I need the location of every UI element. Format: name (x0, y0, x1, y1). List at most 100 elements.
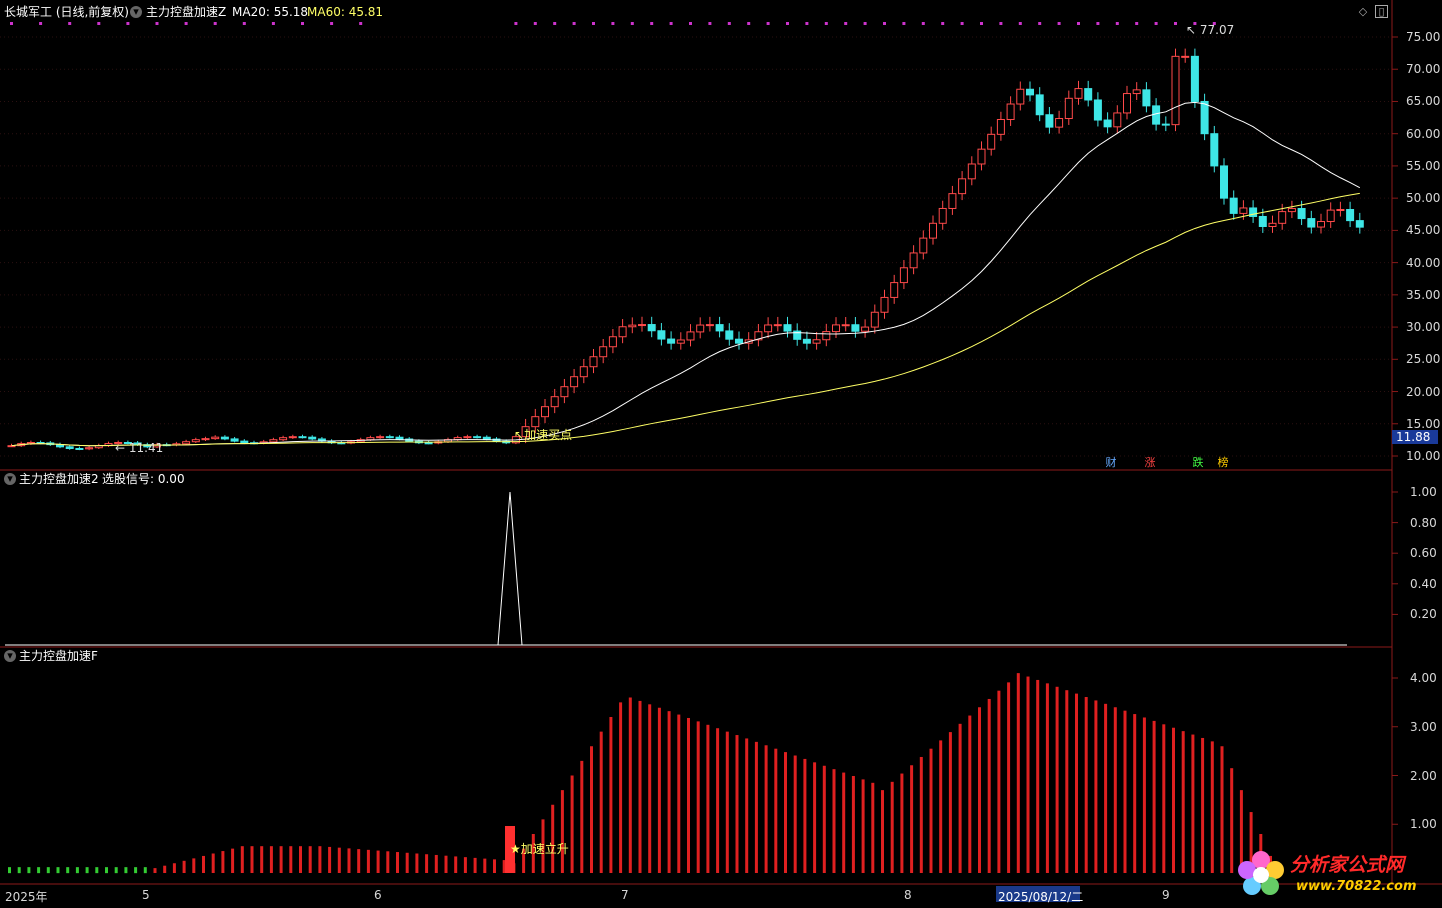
hist-bar-red (328, 846, 332, 873)
signal-dot (97, 22, 101, 25)
candle-body (1132, 89, 1141, 95)
candle-body (570, 376, 579, 388)
signal-dot (126, 22, 130, 25)
candle-body (822, 331, 831, 341)
candle-body (211, 436, 220, 440)
hist-bar-red (725, 731, 729, 873)
hist-bar-green (17, 867, 21, 874)
signal-dot (786, 22, 789, 25)
hist-bar-red (192, 858, 196, 873)
hist-bar-red (269, 846, 273, 873)
panel2-title[interactable]: 主力控盘加速2 (19, 472, 99, 486)
signal-dot (689, 22, 692, 25)
signal-dot (921, 22, 925, 25)
candle-body (812, 339, 821, 344)
ma20-line (11, 101, 1361, 447)
hist-signal-bar (505, 826, 515, 873)
price-axis-label: 40.00 (1406, 255, 1441, 270)
candle-body (1152, 105, 1161, 125)
stock-title: 长城军工 (日线,前复权) (4, 5, 129, 19)
candle-body (996, 119, 1005, 135)
hist-bar-red (493, 859, 496, 873)
hist-bar-red (919, 756, 923, 873)
hist-bar-red (560, 790, 564, 873)
hist-bar-red (638, 700, 642, 873)
hist-bar-red (1007, 682, 1011, 873)
candle-body (754, 331, 763, 341)
dropdown-icon[interactable]: ▾ (130, 6, 142, 18)
hist-bar-red (861, 779, 865, 873)
hist-bar-red (1230, 768, 1234, 873)
panel3-dropdown-icon[interactable]: ▾ (4, 650, 16, 662)
candle-body (1336, 209, 1345, 212)
candle-body (890, 282, 899, 298)
candle-body (424, 442, 433, 445)
hist-bar-red (502, 860, 506, 873)
event-tag-fall[interactable]: 跌 (1192, 456, 1204, 469)
hist-bar-red (1191, 734, 1195, 873)
candle-body (705, 324, 714, 327)
hist-bar-red (425, 854, 429, 873)
panel2-axis-label: 0.60 (1410, 546, 1437, 561)
cursor-date: 2025/08/12/二 (998, 890, 1084, 904)
candle-body (521, 426, 530, 438)
hist-bar-red (1084, 697, 1088, 873)
hist-bar-red (1172, 727, 1175, 873)
hist-bar-red (978, 707, 981, 873)
hist-bar-red (541, 819, 545, 873)
candle-body (541, 406, 549, 418)
hist-bar-red (415, 853, 419, 873)
signal-dots (10, 22, 1216, 25)
event-tag-list[interactable]: 榜 (1217, 456, 1229, 469)
signal-dot (213, 22, 217, 25)
hist-bar-red (1113, 707, 1117, 873)
hist-bar-green (134, 867, 138, 874)
candle-body (802, 338, 811, 344)
signal-dot (1096, 22, 1100, 25)
candle-body (1326, 209, 1335, 223)
hist-bar-red (822, 765, 826, 873)
hist-bar-green (56, 867, 60, 874)
signal-dot (271, 22, 275, 25)
hist-bar-red (454, 856, 458, 873)
panel3-title[interactable]: 主力控盘加速F (19, 649, 98, 663)
grid-lines (0, 36, 1392, 457)
hist-bar-red (1220, 746, 1224, 873)
candle-body (977, 148, 986, 165)
ma20-label: MA20: 55.18 (232, 5, 309, 19)
hist-bar-red (851, 775, 855, 873)
candle-body (1317, 221, 1325, 228)
signal-dot (1154, 22, 1158, 25)
hist-bar-green (66, 867, 70, 874)
signal-dot (592, 22, 595, 25)
candle-body (686, 331, 695, 341)
ma60-label: MA60: 45.81 (307, 5, 384, 19)
panel2-dropdown-icon[interactable]: ▾ (4, 473, 16, 485)
hist-bar-red (619, 702, 623, 873)
price-axis-label: 55.00 (1406, 158, 1441, 173)
candle-body (230, 438, 239, 442)
candle-body (114, 442, 123, 445)
hist-bar-green (85, 867, 89, 874)
flower-logo-icon (1235, 848, 1287, 900)
event-tag-rise[interactable]: 涨 (1144, 456, 1156, 469)
candle-body (1093, 99, 1102, 121)
hist-bar-red (289, 846, 293, 873)
hist-bar-red (677, 714, 681, 873)
event-tag-finance[interactable]: 财 (1105, 456, 1117, 469)
low-marker: ← 11.41 (115, 441, 164, 455)
hist-bar-green (37, 867, 41, 874)
signal-dot (533, 22, 537, 25)
indicator-name[interactable]: 主力控盘加速Z (146, 5, 227, 19)
price-axis-label: 15.00 (1406, 416, 1441, 431)
signal-dot (941, 22, 945, 25)
price-axis-label: 20.00 (1406, 384, 1441, 399)
diamond-icon[interactable]: ◇ (1358, 5, 1368, 18)
hist-bar-red (347, 848, 351, 873)
signal-dot (611, 22, 615, 25)
candle-body (395, 436, 404, 440)
hist-bar-red (1104, 703, 1108, 873)
watermark-url: www.70822.com (1296, 879, 1417, 894)
maximize-icon[interactable]: ▯ (1375, 5, 1388, 18)
